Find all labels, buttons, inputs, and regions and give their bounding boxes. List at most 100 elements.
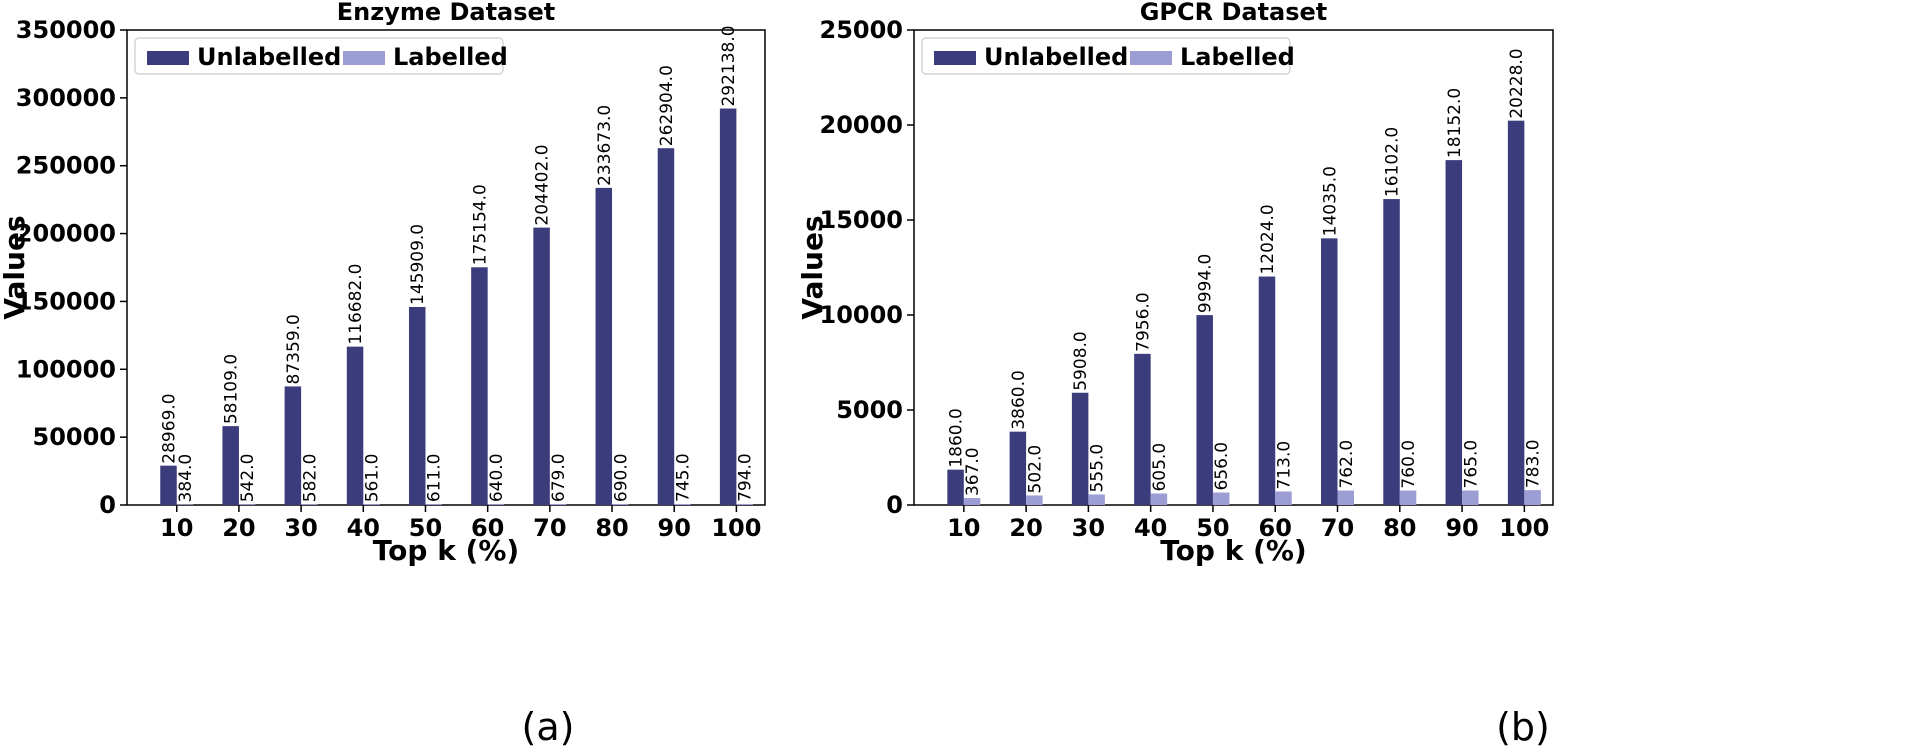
data-label-unlabelled: 20228.0: [1507, 48, 1527, 118]
legend-swatch-unlabelled: [934, 51, 976, 65]
data-label-unlabelled: 145909.0: [408, 224, 428, 305]
legend: Unlabelled Labelled: [134, 37, 508, 75]
x-tick-label: 10: [160, 514, 193, 542]
data-label-labelled: 765.0: [1461, 440, 1481, 489]
caption-b: (b): [1496, 705, 1550, 749]
bar-unlabelled: [284, 386, 302, 505]
data-label-unlabelled: 175154.0: [470, 184, 490, 265]
bar-unlabelled: [595, 187, 613, 505]
x-tick-label: 80: [595, 514, 628, 542]
bar-labelled: [1088, 494, 1105, 505]
x-tick-label: 30: [1072, 514, 1105, 542]
y-tick-label: 25000: [820, 16, 904, 44]
data-label-unlabelled: 18152.0: [1445, 88, 1465, 158]
data-label-unlabelled: 204402.0: [533, 144, 553, 225]
bar-labelled: [1150, 493, 1168, 505]
data-label-labelled: 656.0: [1212, 442, 1232, 491]
data-label-labelled: 611.0: [425, 453, 445, 502]
data-label-unlabelled: 3860.0: [1009, 370, 1029, 429]
data-label-labelled: 713.0: [1274, 441, 1294, 490]
bar-unlabelled: [1009, 431, 1027, 505]
legend-label-unlabelled: Unlabelled: [197, 43, 341, 71]
plot-frame: [913, 29, 1554, 506]
x-tick-label: 70: [533, 514, 566, 542]
chart-title: GPCR Dataset: [1140, 0, 1328, 26]
bar-labelled: [612, 504, 629, 505]
data-label-labelled: 762.0: [1337, 440, 1357, 489]
x-tick-label: 40: [347, 514, 380, 542]
bar-unlabelled: [160, 465, 177, 505]
bar-unlabelled: [657, 148, 675, 505]
data-label-labelled: 555.0: [1088, 444, 1108, 493]
chart-title: Enzyme Dataset: [337, 0, 556, 26]
bar-unlabelled: [1321, 238, 1338, 505]
data-label-unlabelled: 14035.0: [1320, 166, 1340, 236]
y-tick-label: 0: [886, 491, 903, 519]
x-tick-label: 10: [947, 514, 980, 542]
bar-unlabelled: [1196, 315, 1213, 505]
x-tick-label: 90: [1445, 514, 1478, 542]
y-tick-label: 350000: [16, 16, 116, 44]
y-tick-label: 300000: [16, 84, 116, 112]
x-tick-label: 60: [1259, 514, 1292, 542]
y-axis-label: Values: [796, 215, 829, 319]
y-tick-label: 150000: [16, 287, 116, 315]
x-tick-label: 70: [1321, 514, 1354, 542]
y-tick-label: 15000: [820, 206, 904, 234]
legend: Unlabelled Labelled: [921, 37, 1295, 75]
bar-labelled: [363, 504, 380, 505]
legend-label-labelled: Labelled: [393, 43, 508, 71]
x-axis-label: Top k (%): [373, 534, 519, 567]
bar-labelled: [1399, 490, 1417, 505]
bar-unlabelled: [222, 426, 239, 505]
x-tick-label: 50: [1196, 514, 1229, 542]
data-label-labelled: 679.0: [549, 453, 569, 502]
legend-frame: [921, 37, 1291, 75]
bar-unlabelled: [346, 346, 364, 505]
y-tick-label: 50000: [33, 423, 117, 451]
bar-labelled: [487, 504, 505, 505]
data-label-unlabelled: 87359.0: [284, 314, 304, 384]
bar-labelled: [1212, 492, 1230, 505]
bar-unlabelled: [471, 267, 488, 505]
bar-unlabelled: [719, 108, 737, 505]
x-tick-label: 40: [1134, 514, 1167, 542]
legend-label-unlabelled: Unlabelled: [984, 43, 1128, 71]
y-axis-label: Values: [0, 215, 31, 319]
data-label-labelled: 561.0: [363, 454, 383, 503]
bar-unlabelled: [1258, 276, 1276, 505]
bar-unlabelled: [1383, 199, 1400, 505]
x-tick-label: 20: [1009, 514, 1042, 542]
x-tick-label: 30: [284, 514, 317, 542]
y-tick-label: 250000: [16, 152, 116, 180]
data-label-labelled: 640.0: [487, 453, 507, 502]
data-label-unlabelled: 58109.0: [222, 354, 242, 424]
y-tick-label: 0: [99, 491, 116, 519]
bar-labelled: [301, 504, 318, 505]
y-tick-label: 10000: [820, 301, 904, 329]
data-label-labelled: 542.0: [238, 454, 258, 503]
legend-swatch-labelled: [343, 51, 385, 65]
bar-unlabelled: [533, 227, 550, 505]
x-tick-label: 80: [1383, 514, 1416, 542]
x-tick-label: 100: [711, 514, 761, 542]
bar-labelled: [674, 503, 691, 505]
data-label-labelled: 760.0: [1399, 440, 1419, 489]
bar-labelled: [549, 504, 567, 505]
bar-labelled: [1462, 490, 1479, 505]
y-tick-label: 5000: [836, 396, 903, 424]
data-label-labelled: 582.0: [300, 454, 320, 503]
data-label-unlabelled: 12024.0: [1258, 204, 1278, 274]
data-label-labelled: 745.0: [673, 453, 693, 502]
y-tick-label: 20000: [820, 111, 904, 139]
bar-labelled: [736, 503, 753, 505]
x-axis-label: Top k (%): [1160, 534, 1306, 567]
chart-gpcr: GPCR Dataset 0 5000 10000 15000 20000 25000 10 2…: [796, 0, 1554, 567]
bar-labelled: [425, 504, 442, 505]
data-label-unlabelled: 9994.0: [1196, 254, 1216, 313]
data-label-unlabelled: 16102.0: [1383, 127, 1403, 197]
bar-labelled: [176, 504, 194, 505]
bar-unlabelled: [1507, 120, 1525, 505]
legend-swatch-unlabelled: [147, 51, 189, 65]
